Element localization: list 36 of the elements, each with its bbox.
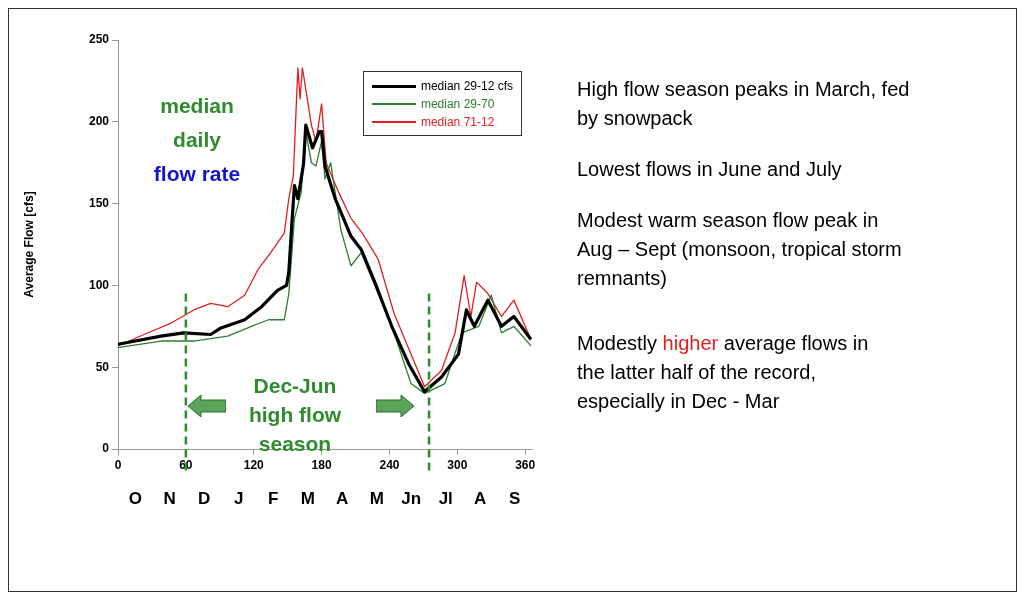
x-tick-label: 300	[447, 457, 468, 472]
legend-label: median 29-12 cfs	[420, 79, 513, 93]
x-tick-label: 0	[114, 457, 122, 472]
y-tick-label: 250	[88, 32, 110, 47]
text: O	[128, 488, 142, 508]
text: Lowest flows in June and July	[577, 157, 843, 182]
y-axis-title: Average Flow [cfs]	[21, 191, 36, 298]
y-tick-label: 200	[88, 114, 110, 129]
annotation: flow rate	[152, 161, 242, 187]
text: Jl	[438, 488, 453, 508]
text: Jn	[401, 488, 422, 508]
text: A	[336, 488, 349, 508]
x-tick-label: 120	[243, 457, 265, 472]
text: Modest warm season flow peak in Aug – Sept (monsoon, tropical storm remnants)	[577, 208, 903, 291]
text: Modestly	[577, 332, 658, 354]
text: High flow season peaks in March, fed by snowpack	[577, 77, 911, 131]
text: F	[268, 488, 279, 508]
text: M	[369, 488, 384, 508]
text: N	[163, 488, 176, 508]
text: A	[474, 488, 487, 508]
text: M	[300, 488, 315, 508]
annotation: Dec-Jun high flow season	[247, 373, 343, 457]
y-tick-label: 150	[88, 195, 110, 210]
annotation: median daily	[159, 93, 235, 153]
text: higher	[662, 332, 719, 354]
legend-label: median 71-12	[420, 115, 495, 129]
x-tick-label: 360	[515, 457, 536, 472]
y-tick-label: 50	[95, 359, 110, 374]
text: S	[509, 488, 521, 508]
y-tick-label: 100	[88, 277, 110, 292]
legend-label: median 29-70	[420, 97, 495, 111]
text: J	[234, 488, 244, 508]
y-tick-label: 0	[102, 441, 110, 456]
x-tick-label: 240	[379, 457, 400, 472]
text: D	[198, 488, 211, 508]
x-tick-label: 180	[311, 457, 332, 472]
